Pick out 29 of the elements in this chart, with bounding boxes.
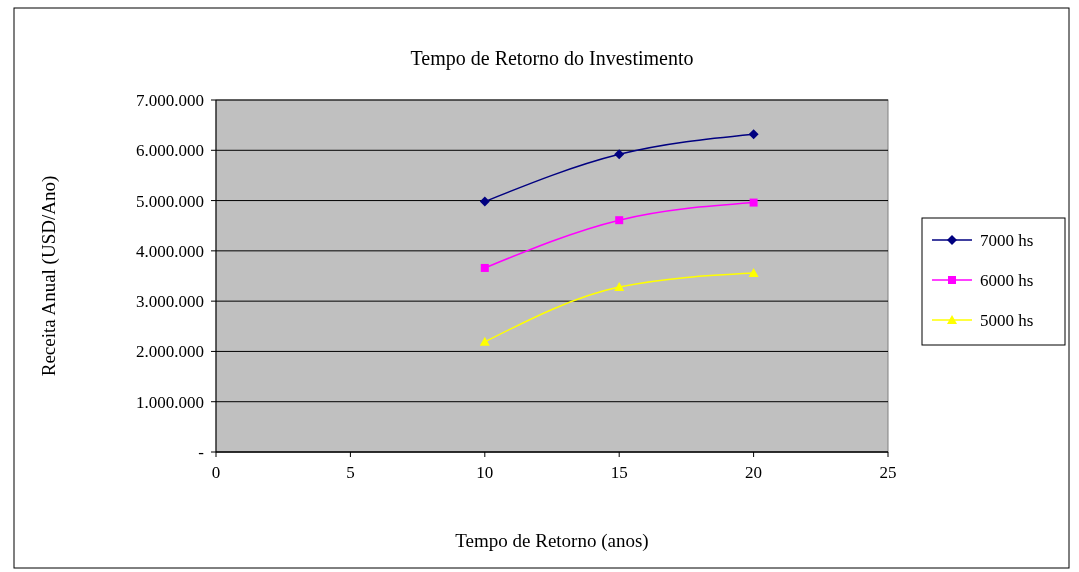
x-tick-label: 10 [476,463,494,482]
y-tick-label: 5.000.000 [136,191,204,211]
x-tick-label: 0 [211,463,221,482]
y-tick-label: 3.000.000 [136,292,204,312]
y-tick-label: 2.000.000 [136,342,204,362]
point [480,263,489,272]
y-axis-title: Receita Anual (USD/Ano) [38,175,60,377]
point [479,196,490,207]
point [614,149,625,160]
x-tick-label: 25 [879,463,897,482]
point [748,129,759,140]
point [614,282,625,292]
legend-label: 6000 hs [980,270,1034,290]
point [748,267,759,277]
legend-label: 7000 hs [980,230,1034,250]
point [615,216,624,225]
point [749,198,758,207]
legend-label: 5000 hs [980,310,1034,330]
x-tick-label: 20 [745,463,763,482]
chart-title: Tempo de Retorno do Investimento [410,47,694,70]
point [479,336,490,346]
y-tick-label: 7.000.000 [136,90,204,110]
x-axis-title: Tempo de Retorno (anos) [455,530,649,552]
x-tick-label: 5 [346,463,355,482]
x-tick-label: 15 [610,463,628,482]
y-tick-label: 6.000.000 [136,141,204,161]
y-tick-label: - [198,442,205,462]
y-tick-label: 1.000.000 [136,392,204,412]
y-tick-label: 4.000.000 [136,241,204,261]
